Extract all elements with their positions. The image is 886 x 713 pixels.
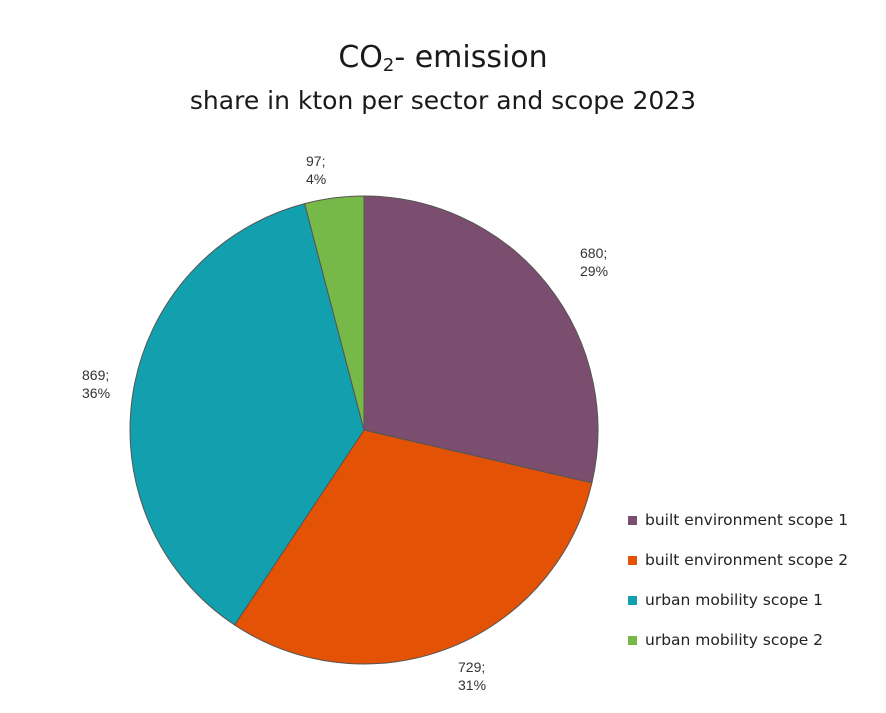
chart-title: CO2- emission	[338, 40, 548, 76]
data-label-2: 729; 31%	[458, 659, 486, 693]
legend-swatch	[628, 635, 637, 645]
legend-item-3: urban mobility scope 1	[628, 580, 848, 620]
pie-slice-2	[233, 429, 593, 665]
legend-label: built environment scope 2	[645, 551, 849, 569]
legend-label: urban mobility scope 1	[645, 591, 824, 609]
chart-subtitle: share in kton per sector and scope 2023	[189, 86, 697, 115]
legend-label: built environment scope 1	[645, 511, 849, 529]
pie-slice-4	[303, 195, 365, 431]
legend-label: urban mobility scope 2	[645, 631, 824, 649]
pie-slice-1	[363, 195, 599, 484]
data-label-1: 680; 29%	[580, 245, 608, 279]
data-label-4: 97; 4%	[306, 153, 326, 187]
legend-item-1: built environment scope 1	[628, 500, 848, 540]
legend-item-2: built environment scope 2	[628, 540, 848, 580]
chart-legend: built environment scope 1 built environme…	[628, 500, 848, 660]
legend-swatch	[628, 555, 637, 565]
legend-item-4: urban mobility scope 2	[628, 620, 848, 660]
data-label-3: 869; 36%	[82, 367, 110, 401]
legend-swatch	[628, 595, 637, 605]
pie-slice-3	[129, 203, 365, 626]
legend-swatch	[628, 515, 637, 525]
